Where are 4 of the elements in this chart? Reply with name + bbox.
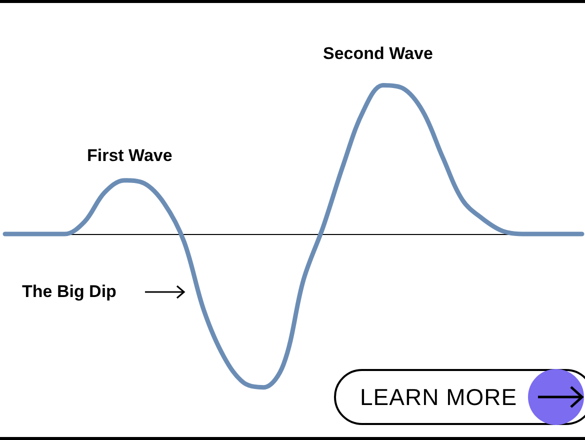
annotation: The Big Dip	[22, 282, 116, 302]
annotation: LEARN MORE	[360, 384, 518, 410]
text: Second Wave	[323, 44, 433, 64]
annotation: First Wave	[87, 146, 172, 166]
